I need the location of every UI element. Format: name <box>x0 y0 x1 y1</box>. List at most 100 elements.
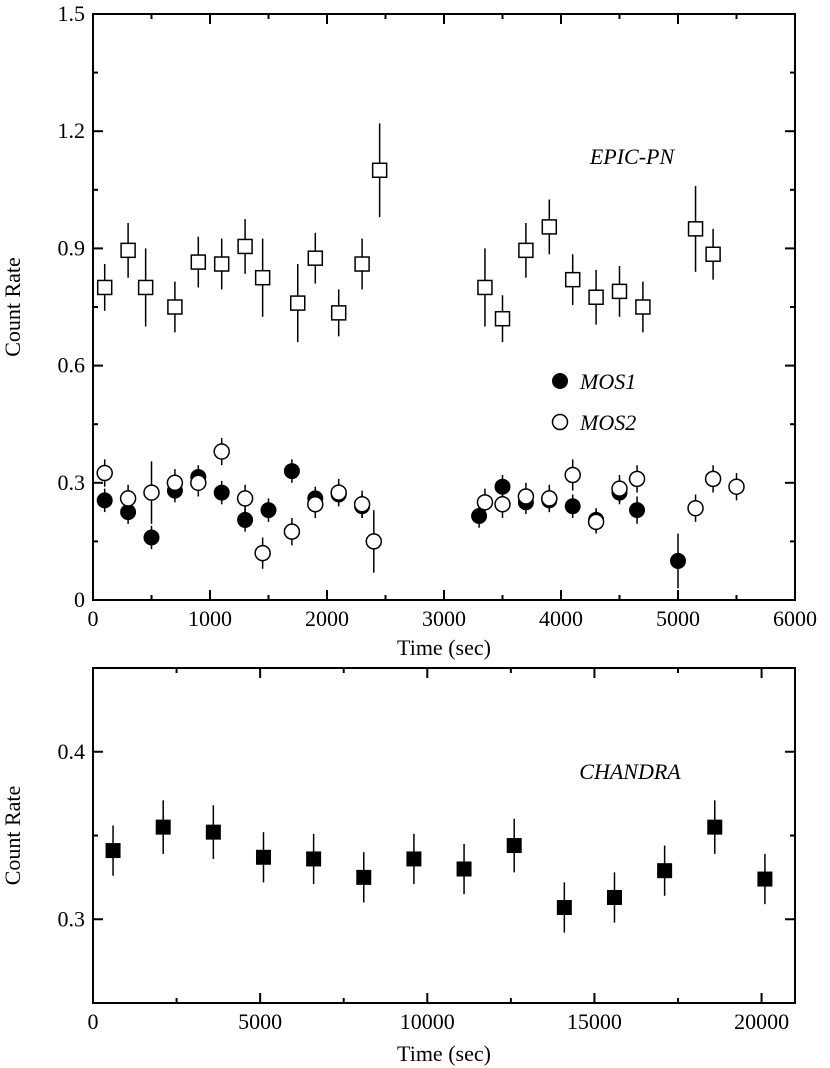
data-point <box>494 496 511 513</box>
data-point <box>166 474 184 492</box>
series-chandra <box>105 800 773 933</box>
data-point <box>611 283 628 300</box>
x-tick-label: 4000 <box>539 606 583 631</box>
data-point <box>757 871 773 887</box>
data-point <box>657 863 673 879</box>
data-point <box>255 849 271 865</box>
data-point <box>506 838 522 854</box>
y-tick-label: 0.4 <box>58 739 86 764</box>
data-point <box>670 552 686 569</box>
data-point <box>137 279 154 296</box>
data-point <box>635 299 651 315</box>
data-point <box>587 513 605 531</box>
data-point <box>330 484 347 501</box>
data-point <box>105 843 121 859</box>
data-point <box>306 851 322 867</box>
y-axis-title: Count Rate <box>0 257 25 357</box>
data-point <box>119 490 137 507</box>
x-tick-label: 5000 <box>238 1009 282 1034</box>
series-mos2 <box>96 437 745 573</box>
data-point <box>371 162 388 179</box>
series-epic-pn <box>96 123 721 343</box>
data-point <box>629 502 646 519</box>
data-point <box>120 242 136 259</box>
data-point <box>564 498 581 515</box>
data-point <box>628 470 646 488</box>
data-point <box>155 819 171 835</box>
x-tick-label: 15000 <box>567 1009 622 1034</box>
legend-label: MOS1 <box>579 369 636 394</box>
data-point <box>551 413 569 431</box>
data-point <box>728 478 745 495</box>
x-tick-label: 0 <box>88 1009 99 1034</box>
data-point <box>354 256 370 272</box>
y-tick-label: 1.2 <box>58 118 86 143</box>
data-point <box>704 470 722 488</box>
x-tick-label: 10000 <box>400 1009 455 1034</box>
data-point <box>96 464 113 482</box>
data-point <box>356 869 372 885</box>
data-point <box>237 511 254 528</box>
x-axis-title: Time (sec) <box>397 635 491 660</box>
data-point <box>260 502 277 519</box>
data-point <box>254 544 271 562</box>
data-point <box>143 484 160 501</box>
data-point <box>307 496 324 513</box>
x-tick-label: 20000 <box>734 1009 789 1034</box>
x-tick-label: 2000 <box>305 606 349 631</box>
y-tick-label: 1.5 <box>58 1 86 26</box>
data-point <box>213 256 230 272</box>
data-point <box>476 494 494 511</box>
data-point <box>205 824 221 840</box>
y-tick-label: 0 <box>74 587 85 612</box>
data-point <box>406 851 422 867</box>
epic-pn-panel: 0 1000 2000 3000 4000 5000 6000 0 0.3 0.6 0.9 1.2 1.… <box>0 1 817 660</box>
y-tick-label: 0.3 <box>58 906 86 931</box>
panel-annotation: CHANDRA <box>579 759 681 784</box>
data-point <box>606 889 622 905</box>
data-point <box>456 861 472 877</box>
data-point <box>517 488 535 505</box>
data-point <box>236 490 254 507</box>
x-tick-label: 3000 <box>422 606 466 631</box>
y-tick-label: 0.9 <box>58 235 86 260</box>
y-axis-title: Count Rate <box>0 786 25 886</box>
data-point <box>541 219 558 235</box>
legend-label: MOS2 <box>579 410 636 435</box>
y-tick-label: 0.3 <box>58 470 86 495</box>
plot-frame <box>92 667 796 1004</box>
data-point <box>707 819 723 835</box>
data-point <box>687 499 704 517</box>
data-point <box>564 466 581 484</box>
data-point <box>213 443 230 460</box>
data-point <box>353 496 371 513</box>
x-tick-label: 0 <box>88 606 99 631</box>
data-point <box>611 480 628 497</box>
data-point <box>564 271 581 288</box>
data-point <box>190 474 207 492</box>
legend: MOS1 MOS2 <box>551 369 636 435</box>
data-point <box>705 246 721 263</box>
data-point <box>307 250 324 266</box>
data-point <box>494 310 511 327</box>
data-point <box>471 508 488 525</box>
chandra-panel: 0 5000 10000 15000 20000 0.3 0.4 Time (sec) Coun… <box>0 667 796 1066</box>
data-point <box>283 463 300 480</box>
panel-annotation: EPIC-PN <box>589 144 676 169</box>
x-tick-label: 1000 <box>188 606 232 631</box>
data-point <box>237 238 253 255</box>
x-axis-title: Time (sec) <box>397 1041 491 1066</box>
data-point <box>556 900 572 916</box>
x-tick-label: 6000 <box>773 606 817 631</box>
data-point <box>254 269 271 286</box>
y-tick-label: 0.6 <box>58 353 86 378</box>
data-point <box>96 279 113 296</box>
x-tick-label: 5000 <box>656 606 700 631</box>
data-point <box>541 490 558 507</box>
data-point <box>552 373 568 389</box>
data-point <box>213 484 230 501</box>
data-point <box>518 242 534 259</box>
data-point <box>167 299 183 315</box>
data-point <box>290 295 306 311</box>
